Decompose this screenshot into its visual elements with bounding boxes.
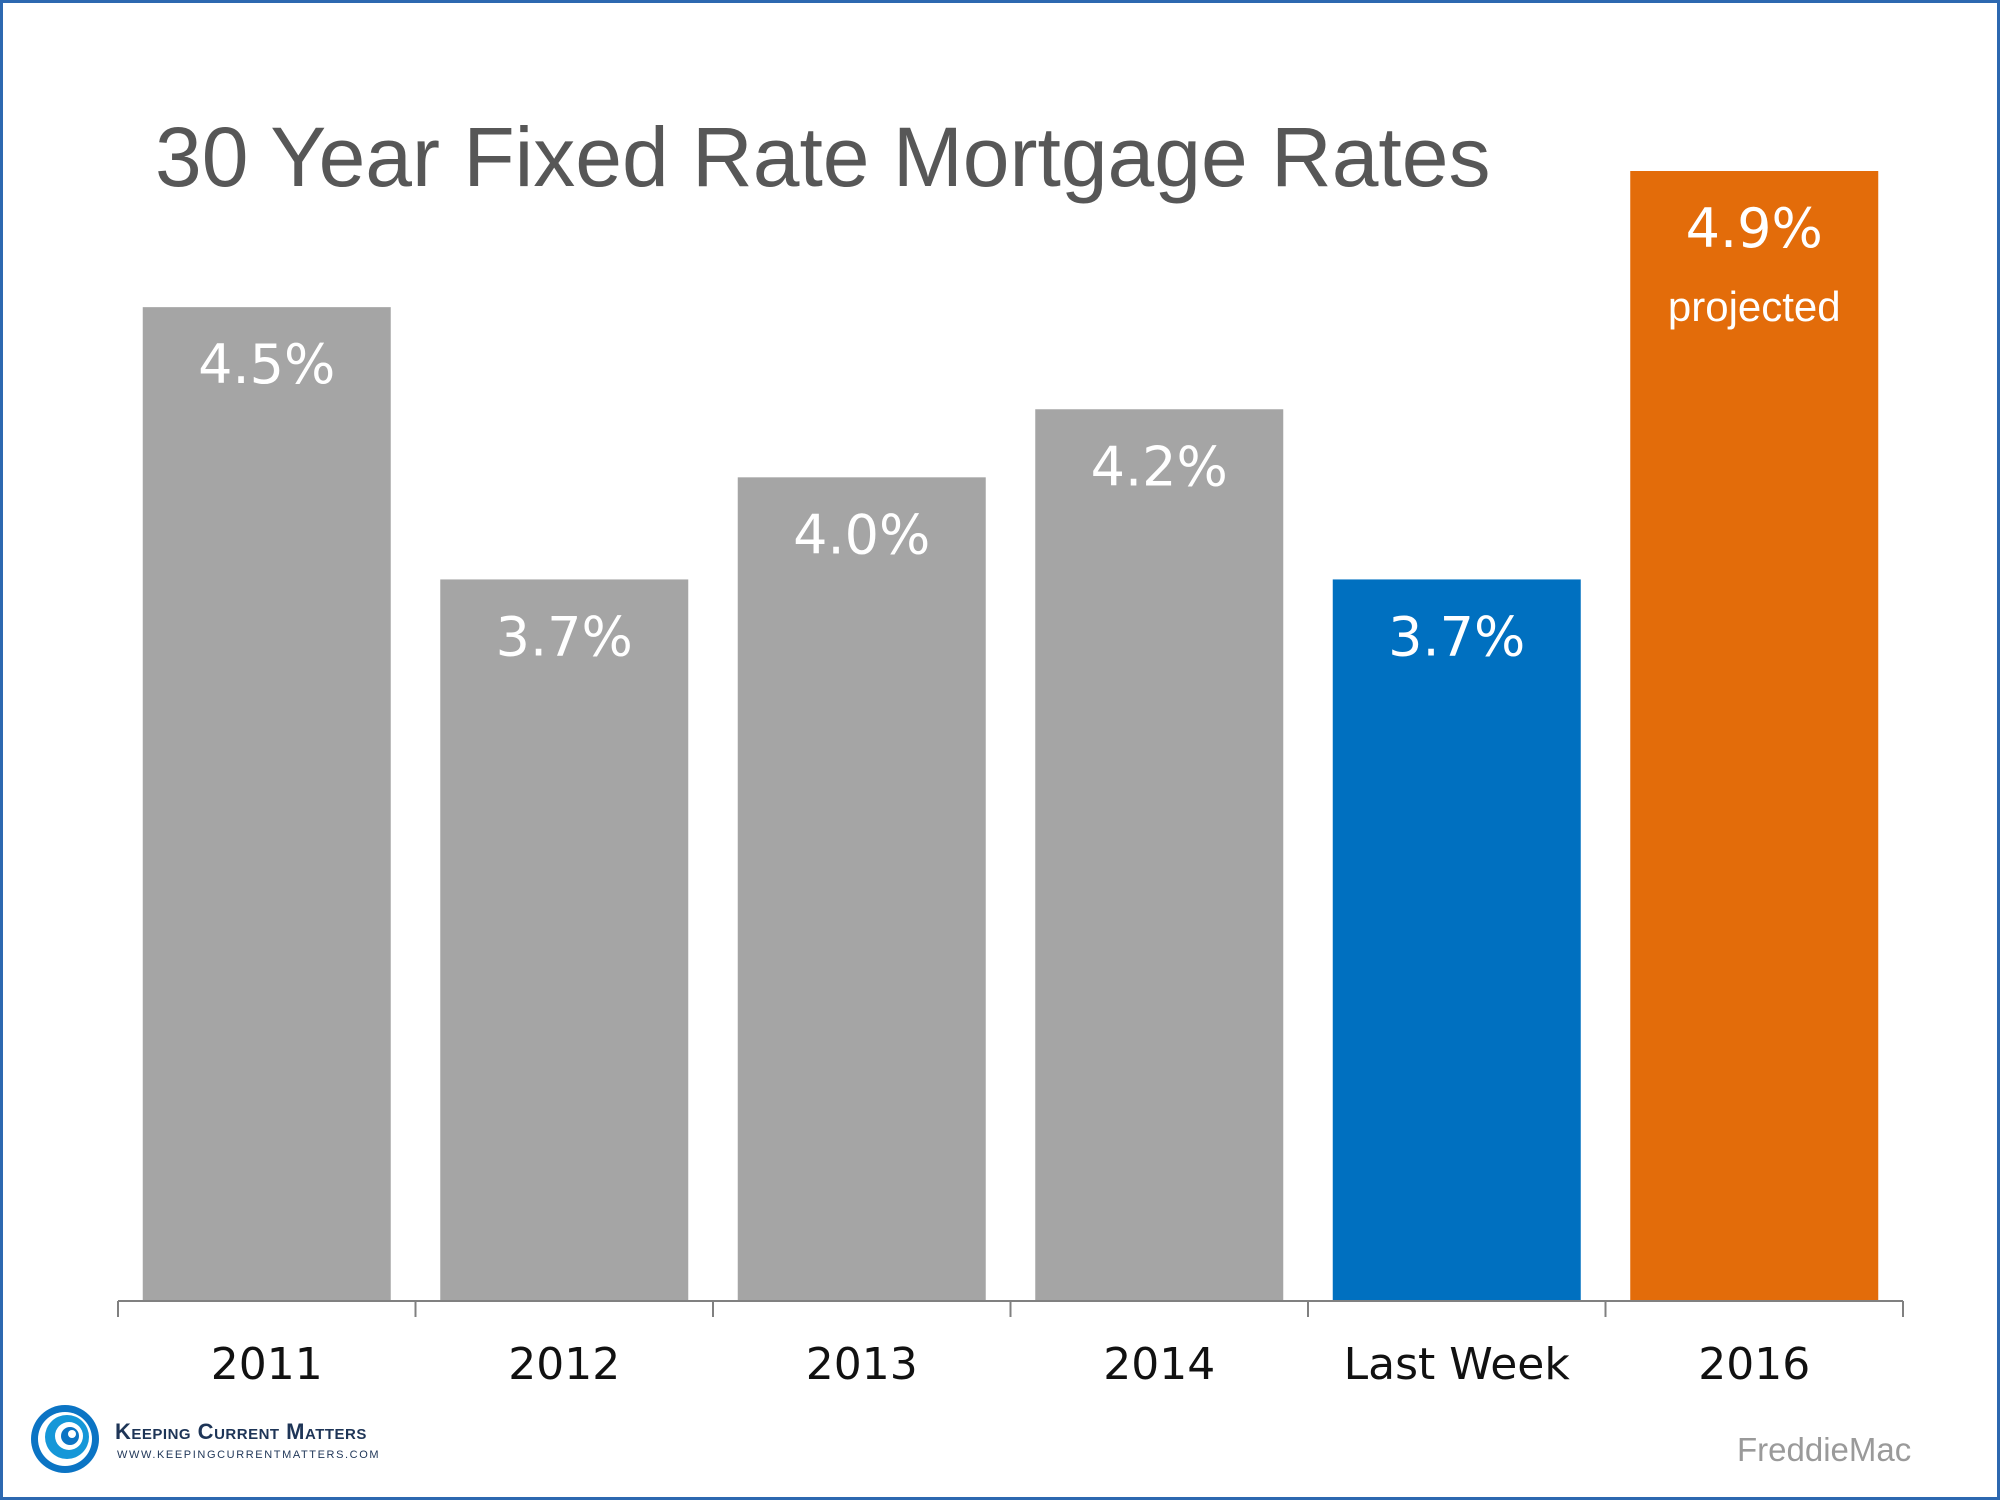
bar-value-label: 3.7% [496,605,633,668]
bar-value-label: 4.2% [1091,435,1228,498]
x-tick-label: 2016 [1698,1339,1810,1390]
logo-wordmark: Keeping Current Matters [115,1419,367,1444]
bar-chart: 4.5% 2011 3.7% 2012 4.0% 2013 4.2% 2014 3.7% Last… [117,171,1904,1390]
bar [1630,171,1879,1301]
bar-value-label: 4.9% [1686,197,1823,260]
chart-title: 30 Year Fixed Rate Mortgage Rates [155,110,1491,204]
bar [440,579,689,1301]
swirl-logo-icon [31,1405,99,1473]
kcm-logo: Keeping Current Matters WWW.KEEPINGCURRE… [29,1403,409,1475]
bar [142,307,391,1301]
bar-note-label: projected [1668,283,1841,330]
bar-value-label: 4.0% [793,503,930,566]
logo-url-text: WWW.KEEPINGCURRENTMATTERS.COM [117,1449,381,1461]
x-tick-label: 2013 [806,1339,918,1390]
source-credit: FreddieMac [1737,1431,1912,1468]
bar-value-label: 3.7% [1388,605,1525,668]
bar [737,477,986,1301]
bar [1035,409,1284,1301]
x-tick-label: Last Week [1344,1339,1571,1390]
x-tick-label: 2012 [508,1339,620,1390]
x-tick-label: 2011 [211,1339,323,1390]
bar [1332,579,1581,1301]
x-tick-label: 2014 [1103,1339,1215,1390]
bar-value-label: 4.5% [198,333,335,396]
